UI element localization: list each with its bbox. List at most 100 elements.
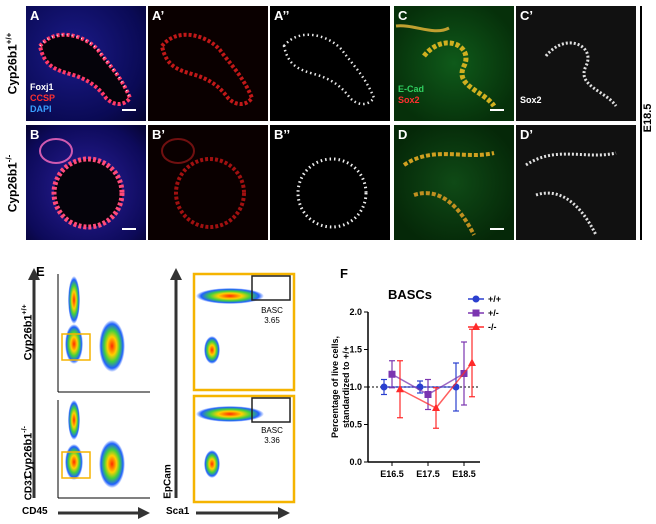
flow-genotype-top-sup: +/+ — [21, 304, 29, 315]
flow-y-label-right: EpCam — [162, 464, 174, 499]
genotype-label-top: Cyp26b1+/+ — [5, 24, 20, 104]
cd31-gate-bottom — [61, 451, 91, 479]
stage-label: E18.5 — [642, 103, 654, 133]
panel-label-a-prime: A’ — [152, 8, 165, 23]
panel-label-b-double-prime: B’’ — [274, 127, 291, 142]
y-tick-label: 0.5 — [349, 420, 362, 430]
panel-b-prime: B’ — [148, 125, 268, 240]
cd31-gate-top — [61, 333, 91, 361]
foxj1-channel-image — [282, 33, 376, 106]
basc-gate-top — [251, 275, 291, 301]
panel-label-e: E — [36, 264, 45, 279]
genotype-label-bottom: Cyp26b1-/- — [5, 144, 20, 224]
data-point — [452, 383, 460, 391]
genotype-top-text: Cyp26b1 — [5, 44, 20, 95]
panel-label-c: C — [398, 8, 408, 23]
data-point — [460, 370, 468, 377]
basc-gate-bottom — [251, 397, 291, 423]
flow-plot-cd31-cd45-knockout — [57, 400, 150, 499]
epcam-gate-bottom — [192, 394, 296, 504]
sox2-channel-image-knockout — [525, 151, 617, 236]
panel-a-double-prime: A’’ — [270, 6, 390, 121]
series-line — [391, 372, 465, 396]
flow-genotype-top: Cyp26b1+/+ — [22, 302, 35, 362]
flow-genotype-top-text: Cyp26b1 — [22, 314, 35, 361]
panel-b: B — [26, 125, 146, 240]
foxj1-channel-image-knockout — [296, 157, 368, 229]
y-tick-label: 0.0 — [349, 457, 362, 467]
y-tick-label: 1.0 — [349, 382, 362, 392]
ecad-sox2-image — [395, 24, 504, 111]
stain-legend-a: Foxj1 CCSP DAPI — [30, 82, 55, 115]
legend-label: +/- — [488, 308, 499, 318]
data-point — [388, 370, 396, 378]
lung-airway-image — [37, 32, 136, 111]
genotype-bottom-text: Cyp26b1 — [5, 162, 20, 213]
flow-plot-cd31-cd45-wildtype — [57, 274, 150, 393]
chart-title: BASCs — [388, 287, 432, 302]
stage-divider — [640, 6, 642, 240]
stain-foxj1-label: Foxj1 — [30, 82, 54, 92]
data-point — [396, 384, 404, 393]
stain-sox2-label-c-prime: Sox2 — [520, 95, 542, 105]
genotype-bottom-sup: -/- — [4, 154, 14, 163]
basc-value-bottom: 3.36 — [264, 436, 280, 445]
chart-y-label-line2: standardized to +/+ — [341, 346, 351, 428]
panel-c: C E-Cad Sox2 — [394, 6, 514, 121]
data-point — [380, 383, 388, 391]
legend-marker — [472, 309, 480, 317]
data-point — [468, 358, 476, 366]
panel-label-a: A — [30, 8, 40, 23]
basc-gate-label-top: BASC 3.65 — [254, 306, 290, 326]
y-tick-label: 1.5 — [349, 345, 362, 355]
panel-b-double-prime: B’’ — [270, 125, 390, 240]
y-tick-label: 2.0 — [349, 307, 362, 317]
data-point — [424, 391, 432, 398]
data-point — [432, 403, 440, 411]
stain-dapi-label: DAPI — [30, 104, 52, 114]
panel-label-b: B — [30, 127, 40, 142]
lung-airway-image-knockout — [39, 138, 136, 230]
series-line — [399, 362, 473, 409]
panel-label-a-double-prime: A’’ — [274, 8, 290, 23]
x-tick-label: E18.5 — [452, 469, 476, 479]
basc-name-top: BASC — [261, 306, 283, 315]
stain-ecad-label: E-Cad — [398, 84, 425, 94]
x-tick-label: E17.5 — [416, 469, 440, 479]
flow-x-label-left: CD45 — [22, 506, 48, 517]
panel-label-f: F — [340, 266, 348, 281]
epcam-gate-top — [192, 272, 296, 392]
flow-genotype-bottom-sup: -/- — [21, 426, 29, 433]
legend-label: +/+ — [488, 294, 501, 304]
basc-value-top: 3.65 — [264, 316, 280, 325]
basc-name-bottom: BASC — [261, 426, 283, 435]
stain-sox2-label: Sox2 — [398, 95, 420, 105]
panel-label-d: D — [398, 127, 408, 142]
panel-label-c-prime: C’ — [520, 8, 533, 23]
legend-marker — [472, 322, 480, 330]
x-tick-label: E16.5 — [380, 469, 404, 479]
chart-y-label-line1: Percentage of live cells, — [330, 336, 340, 438]
panel-c-prime: C’ Sox2 — [516, 6, 636, 121]
panel-d: D — [394, 125, 514, 240]
panel-d-prime: D’ — [516, 125, 636, 240]
ccsp-channel-image — [159, 32, 255, 106]
stain-legend-c: E-Cad Sox2 — [398, 84, 424, 106]
data-point — [416, 383, 424, 391]
panel-a-prime: A’ — [148, 6, 268, 121]
flow-y-label-left: CD31 — [23, 474, 35, 501]
ecad-sox2-image-knockout — [402, 151, 504, 236]
flow-x-label-right: Sca1 — [166, 506, 190, 517]
panel-label-b-prime: B’ — [152, 127, 165, 142]
panel-a: A Foxj1 CCSP DAPI — [26, 6, 146, 121]
flow-plot-epcam-sca1-knockout — [192, 394, 296, 504]
legend-marker — [472, 295, 480, 303]
legend-label: -/- — [488, 322, 497, 332]
genotype-top-sup: +/+ — [4, 32, 14, 45]
flow-plot-epcam-sca1-wildtype — [192, 272, 296, 392]
ccsp-channel-image-knockout — [161, 138, 246, 229]
panel-label-d-prime: D’ — [520, 127, 533, 142]
stain-ccsp-label: CCSP — [30, 93, 56, 103]
basc-gate-label-bottom: BASC 3.36 — [254, 426, 290, 446]
